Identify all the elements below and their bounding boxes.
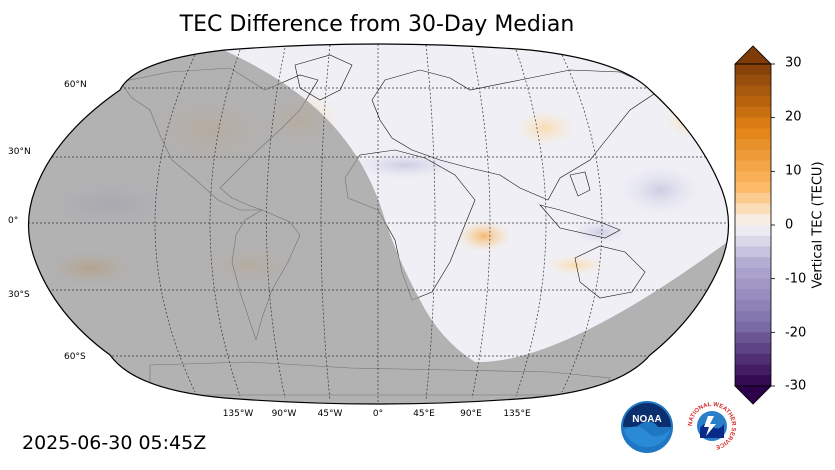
colorbar-band — [735, 289, 771, 301]
lat-label-60s: 60°S — [64, 352, 86, 362]
colorbar-tick-30: 30 — [785, 55, 802, 71]
colorbar-label: Vertical TEC (TECU) — [810, 161, 826, 289]
colorbar-band — [735, 321, 771, 333]
colorbar-band — [735, 300, 771, 312]
colorbar — [734, 45, 775, 405]
colorbar-band — [735, 117, 771, 129]
svg-text:NOAA: NOAA — [632, 414, 661, 425]
lat-label-0: 0° — [8, 216, 19, 226]
lon-label-0: 0° — [372, 409, 384, 419]
colorbar-extend-max — [734, 45, 772, 65]
lon-label-90w: 90°W — [271, 409, 297, 419]
graticule — [28, 44, 729, 404]
nws-logo: NATIONAL WEATHER SERVICE — [685, 399, 739, 453]
lat-label-60n: 60°N — [64, 80, 87, 90]
lat-label-30n: 30°N — [8, 147, 31, 157]
colorbar-tick-20: 20 — [785, 109, 802, 125]
colorbar-tick-minus-10: -10 — [785, 271, 807, 287]
colorbar-band — [735, 214, 771, 226]
colorbar-band — [735, 332, 771, 344]
globe-outline — [27, 43, 730, 405]
colorbar-band — [735, 171, 771, 183]
lon-label-135w: 135°W — [222, 409, 254, 419]
colorbar-band — [735, 343, 771, 355]
colorbar-band — [735, 182, 771, 194]
colorbar-band — [735, 85, 771, 97]
colorbar-tick-minus-20: -20 — [785, 325, 807, 341]
colorbar-band — [735, 128, 771, 140]
colorbar-tick-minus-30: -30 — [785, 378, 807, 394]
noaa-logo: NOAA — [621, 401, 673, 453]
colorbar-band — [735, 64, 771, 76]
lat-label-30s: 30°S — [8, 290, 30, 300]
colorbar-band — [735, 203, 771, 215]
colorbar-band — [735, 257, 771, 269]
lon-label-45w: 45°W — [317, 409, 343, 419]
globe-content — [28, 44, 729, 404]
colorbar-tick-0: 0 — [785, 217, 794, 233]
colorbar-extend-min — [734, 385, 772, 405]
colorbar-band — [735, 267, 771, 280]
tec-map — [27, 43, 730, 405]
colorbar-band — [735, 74, 771, 86]
colorbar-band — [735, 246, 771, 258]
colorbar-band — [735, 160, 771, 172]
lon-label-135e: 135°E — [503, 409, 531, 419]
colorbar-tick-10: 10 — [785, 163, 802, 179]
colorbar-band — [735, 225, 771, 237]
colorbar-band — [735, 364, 771, 376]
colorbar-band — [735, 149, 771, 162]
colorbar-band — [735, 310, 771, 323]
colorbar-band — [735, 375, 771, 387]
colorbar-band — [735, 139, 771, 151]
colorbar-band — [735, 235, 771, 247]
lon-label-45e: 45°E — [413, 409, 435, 419]
map-title: TEC Difference from 30-Day Median — [179, 12, 575, 37]
lon-label-90e: 90°E — [460, 409, 482, 419]
colorbar-band — [735, 192, 771, 205]
colorbar-band — [735, 353, 771, 366]
colorbar-band — [735, 96, 771, 108]
colorbar-band — [735, 106, 771, 119]
colorbar-band — [735, 278, 771, 290]
timestamp: 2025-06-30 05:45Z — [22, 432, 207, 454]
night-shade — [28, 44, 729, 404]
